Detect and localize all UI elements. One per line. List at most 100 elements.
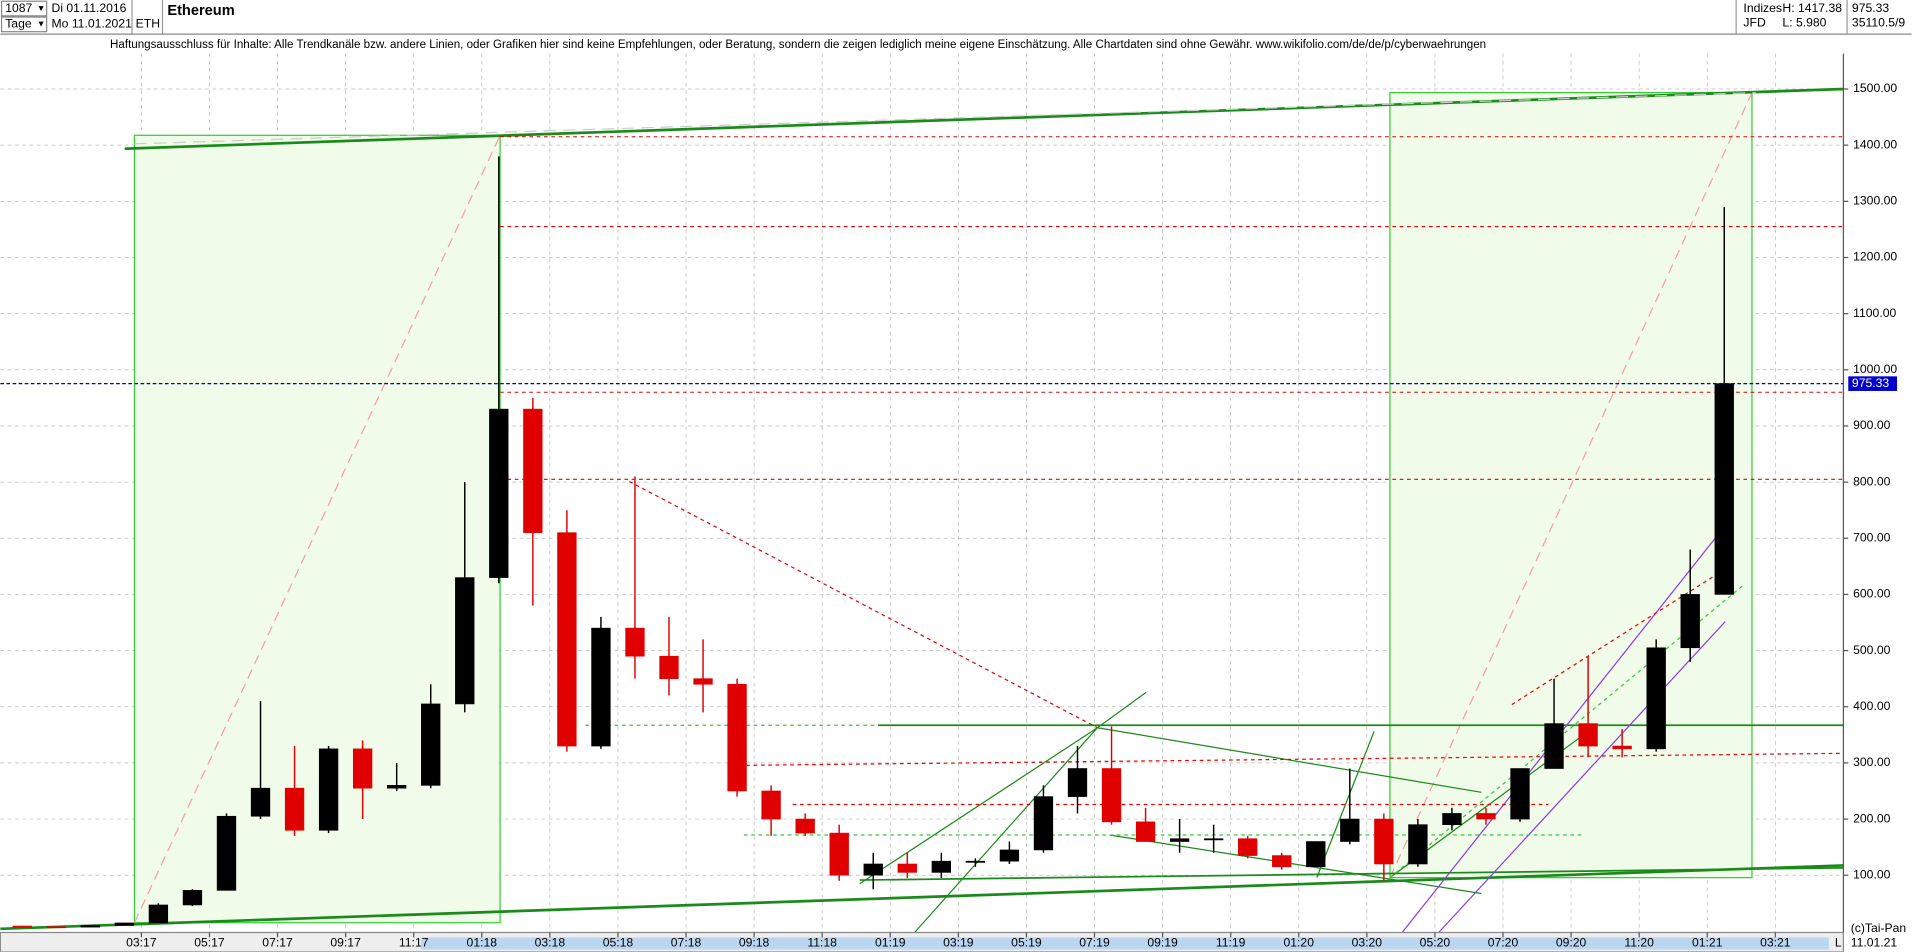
channel-line [1438,621,1726,933]
x-tick-label: 05:17 [194,936,225,950]
unit-box[interactable] [0,16,48,33]
candle-body [1306,841,1326,868]
x-tick-label: 07:19 [1079,936,1110,950]
unit: Tage [5,17,32,31]
candle-body [12,925,32,928]
x-tick-label: 09:17 [330,936,361,950]
candle-body [1272,855,1292,868]
candle-body [625,627,645,657]
candle-body [863,863,883,876]
candle-body [1238,838,1258,856]
trend-line [134,92,1756,145]
trend-line [1097,727,1482,793]
candle-body [1510,768,1530,820]
candle-body [557,532,577,747]
diagonal [1389,92,1753,878]
x-tick-label: 07:17 [262,936,293,950]
chart-title: Ethereum [167,3,234,19]
candle-body [897,863,917,873]
candle-body [1067,768,1088,797]
x-tick-label: 03:18 [535,936,566,950]
x-tick-label: 05:18 [603,936,634,950]
candle-body [1340,818,1360,842]
trend-line [859,867,1844,881]
x-tick-label: 03:17 [126,936,157,950]
x-tick-label: 11:18 [807,936,837,950]
last-value: 975.33 [1852,1,1889,15]
candle-body [318,748,339,831]
count: 1087 [5,1,32,15]
candle-body [693,678,713,685]
y-tick-label: 1000.00 [1853,362,1897,376]
x-tick-label: 11:19 [1216,936,1246,950]
exchange: JFD [1743,15,1766,29]
disclaimer: Haftungsausschluss für Inhalte: Alle Tre… [110,39,1486,51]
y-tick-label: 1400.00 [1853,137,1897,151]
candle-body [250,787,271,817]
y-tick-label: 500.00 [1853,643,1890,657]
candle-body [114,922,135,926]
low-value: L: 5.980 [1782,15,1826,29]
candle-body [46,926,66,929]
footer-brand: (c)Tai-Pan [1851,921,1906,935]
trend-line [914,727,1098,933]
x-tick-label: 01:20 [1284,936,1315,950]
y-tick-label: 400.00 [1853,699,1890,713]
candle-body [1544,723,1564,769]
candle-body [1476,813,1496,820]
candle-body [455,577,475,705]
candle-body [1612,745,1632,750]
candle-body [1203,838,1224,841]
candle-body [182,890,203,906]
candle-body [352,748,373,789]
y-tick-label: 200.00 [1853,811,1890,825]
y-tick-label: 1500.00 [1853,81,1897,95]
y-tick-label: 600.00 [1853,587,1890,601]
y-tick-label: 1100.00 [1853,306,1896,320]
x-tick-label: 07:20 [1488,936,1519,950]
candle-body [523,408,543,533]
candle-body [1374,818,1394,865]
y-tick-label: 300.00 [1853,755,1890,769]
trend-line [859,727,1098,885]
candle-body [1135,821,1156,842]
date-to: Mo 11.01.2021 [52,17,133,31]
x-tick-label: 11:17 [399,936,429,950]
candle-body [829,832,849,876]
candle-body [489,408,509,578]
footer-date: 11.01.21 [1851,936,1898,950]
x-tick-label: 09:19 [1147,936,1178,950]
x-tick-label: 07:18 [671,936,702,950]
x-tick-label: 05:20 [1420,936,1451,950]
last-price-box [1848,376,1898,391]
trend-line [124,87,1844,151]
y-tick-label: 1300.00 [1853,194,1897,208]
candle-body [1646,647,1666,750]
range-selector[interactable] [420,937,1829,950]
scale-mode: L [1835,936,1842,950]
y-tick-label: 100.00 [1853,867,1890,881]
trend-line [629,480,1098,729]
dropdown-arrow: ▼ [37,3,45,13]
count-box[interactable] [0,0,48,17]
candle-body [659,655,679,679]
candle-body [1408,824,1428,865]
candles [0,136,1844,929]
candle-body [284,787,305,831]
x-tick-label: 11:20 [1624,936,1654,950]
y-tick-label: 700.00 [1853,530,1890,544]
category: Indizes [1743,1,1782,15]
last-price-label: 975.33 [1852,376,1889,390]
candle-body [999,849,1020,862]
x-tick-label: 05:19 [1011,936,1042,950]
volume: 35110.5/9 [1852,15,1905,29]
x-tick-label: 09:18 [739,936,770,950]
y-tick-label: 1200.00 [1853,250,1897,264]
symbol: ETH [136,17,160,31]
candle-body [1578,723,1598,747]
trend-line [1316,731,1375,878]
drawings [0,87,1844,933]
candle-body [1101,768,1122,823]
candle-body [216,815,237,891]
